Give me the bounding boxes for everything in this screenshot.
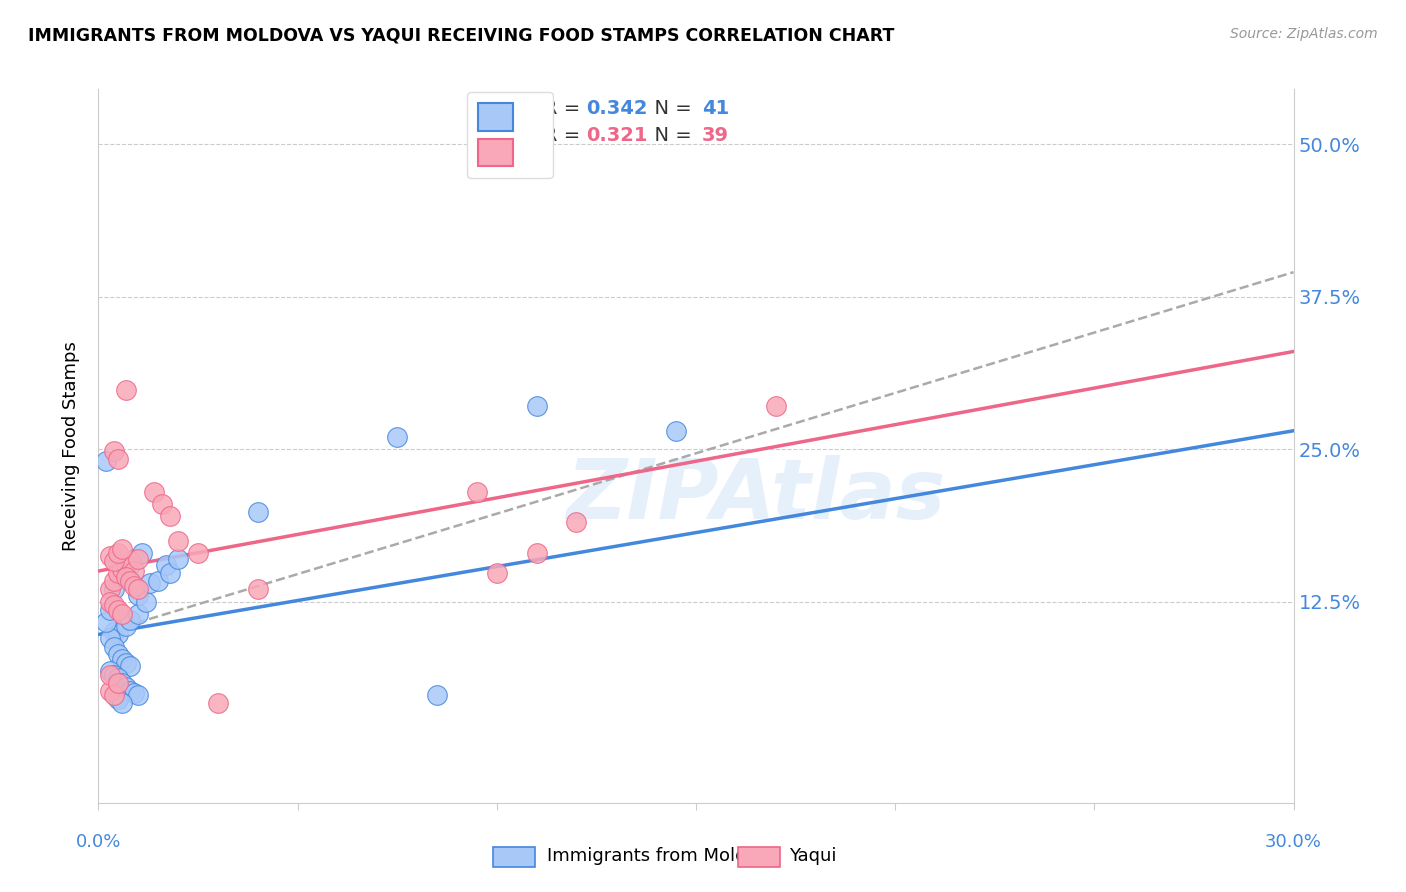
Y-axis label: Receiving Food Stamps: Receiving Food Stamps	[62, 341, 80, 551]
FancyBboxPatch shape	[738, 847, 780, 867]
Point	[115, 680, 138, 694]
Point	[665, 424, 688, 438]
Point	[131, 546, 153, 560]
Point	[187, 546, 209, 560]
Point	[246, 506, 269, 520]
Point	[107, 692, 129, 706]
Point	[107, 546, 129, 560]
Text: N =: N =	[643, 99, 699, 118]
Text: Immigrants from Moldova: Immigrants from Moldova	[547, 847, 779, 865]
Point	[127, 607, 149, 621]
Point	[115, 570, 138, 584]
Text: 39: 39	[702, 126, 728, 145]
Point	[100, 631, 122, 645]
Point	[124, 551, 146, 566]
Point	[111, 696, 134, 710]
Point	[526, 546, 548, 560]
Point	[765, 400, 787, 414]
Point	[167, 551, 190, 566]
Text: ZIPAtlas: ZIPAtlas	[567, 456, 945, 536]
Point	[426, 689, 449, 703]
Point	[103, 444, 125, 458]
Point	[246, 582, 269, 597]
Point	[111, 676, 134, 690]
Point	[103, 598, 125, 612]
Point	[385, 430, 409, 444]
Point	[127, 551, 149, 566]
Point	[96, 454, 118, 468]
Point	[124, 686, 146, 700]
Point	[107, 647, 129, 661]
Point	[465, 484, 488, 499]
Point	[120, 554, 142, 568]
Point	[111, 607, 134, 621]
Point	[143, 484, 166, 499]
Point	[127, 689, 149, 703]
Text: N =: N =	[643, 126, 699, 145]
Point	[100, 549, 122, 564]
Point	[111, 561, 134, 575]
Point	[107, 603, 129, 617]
Point	[111, 652, 134, 666]
Point	[103, 689, 125, 703]
Point	[124, 579, 146, 593]
Text: 0.321: 0.321	[586, 126, 648, 145]
Text: Source: ZipAtlas.com: Source: ZipAtlas.com	[1230, 27, 1378, 41]
Point	[120, 659, 142, 673]
Point	[159, 566, 181, 581]
Point	[124, 564, 146, 578]
Point	[115, 558, 138, 572]
Point	[111, 542, 134, 557]
Point	[103, 582, 125, 597]
Point	[107, 672, 129, 686]
Point	[135, 594, 157, 608]
Text: R =: R =	[544, 126, 586, 145]
Text: 30.0%: 30.0%	[1265, 833, 1322, 851]
Point	[115, 619, 138, 633]
Point	[485, 566, 508, 581]
Point	[120, 683, 142, 698]
Point	[107, 451, 129, 466]
Point	[115, 656, 138, 670]
FancyBboxPatch shape	[494, 847, 534, 867]
Point	[100, 582, 122, 597]
Point	[120, 574, 142, 588]
Point	[107, 676, 129, 690]
Point	[526, 400, 548, 414]
Point	[120, 613, 142, 627]
Legend:   ,   : ,	[467, 92, 553, 178]
Point	[103, 640, 125, 654]
Point	[115, 384, 138, 398]
Point	[103, 625, 125, 640]
Point	[100, 664, 122, 678]
Point	[120, 558, 142, 572]
Text: IMMIGRANTS FROM MOLDOVA VS YAQUI RECEIVING FOOD STAMPS CORRELATION CHART: IMMIGRANTS FROM MOLDOVA VS YAQUI RECEIVI…	[28, 27, 894, 45]
Text: 0.342: 0.342	[586, 99, 648, 118]
Point	[100, 603, 122, 617]
Text: R =: R =	[544, 99, 586, 118]
Point	[103, 667, 125, 681]
Point	[565, 515, 588, 529]
Point	[207, 696, 229, 710]
Point	[100, 667, 122, 681]
Point	[107, 566, 129, 581]
Point	[103, 574, 125, 588]
Point	[155, 558, 177, 572]
Text: 41: 41	[702, 99, 730, 118]
Point	[167, 533, 190, 548]
Point	[159, 509, 181, 524]
Text: Yaqui: Yaqui	[789, 847, 837, 865]
Point	[111, 566, 134, 581]
Point	[150, 497, 173, 511]
Point	[139, 576, 162, 591]
Text: 0.0%: 0.0%	[76, 833, 121, 851]
Point	[100, 683, 122, 698]
Point	[103, 554, 125, 568]
Point	[148, 574, 170, 588]
Point	[127, 582, 149, 597]
Point	[107, 627, 129, 641]
Point	[100, 594, 122, 608]
Point	[127, 589, 149, 603]
Point	[96, 615, 118, 630]
